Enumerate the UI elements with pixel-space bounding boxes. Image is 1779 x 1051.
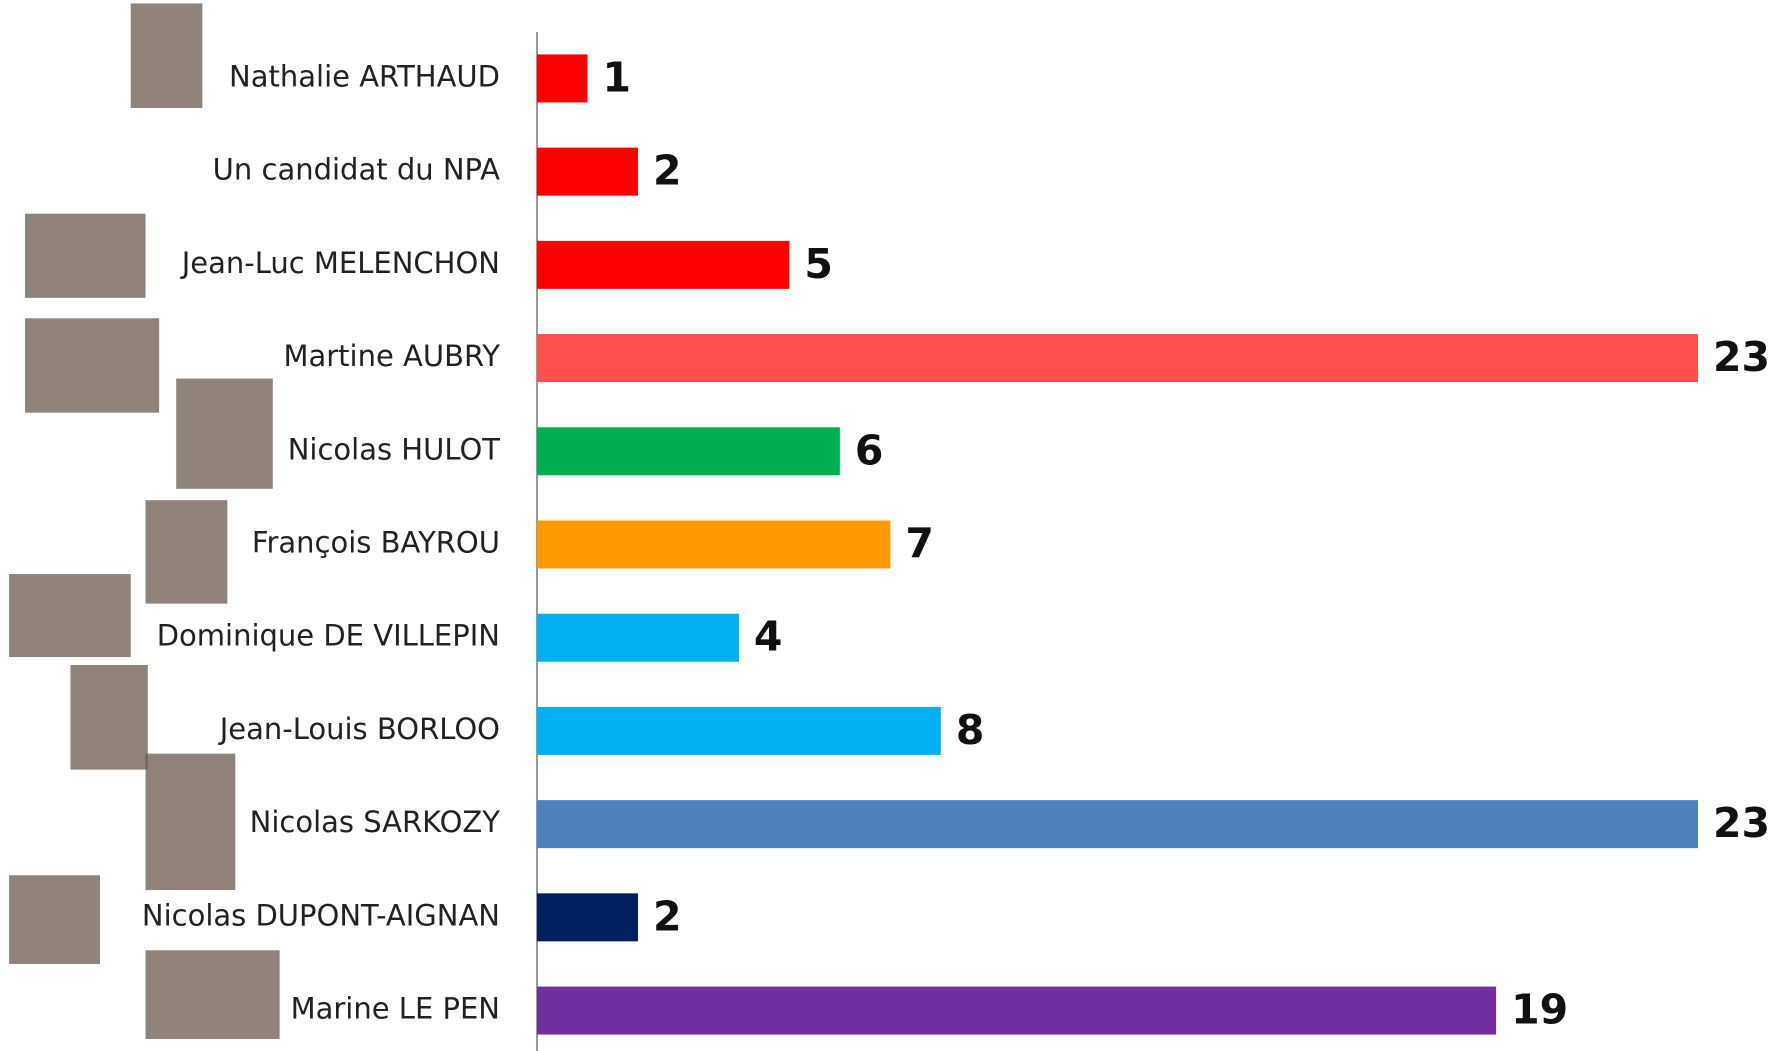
category-label: François BAYROU	[252, 525, 500, 559]
category-label: Nicolas DUPONT-AIGNAN	[142, 898, 500, 932]
value-label: 8	[956, 706, 985, 754]
bar	[537, 893, 638, 942]
value-label: 5	[804, 240, 833, 288]
candidate-photo	[145, 500, 228, 604]
bar	[537, 520, 891, 569]
candidate-photo	[9, 875, 101, 964]
value-label: 1	[602, 53, 631, 101]
candidate-photo	[145, 950, 280, 1039]
bar	[537, 54, 588, 103]
category-label: Nathalie ARTHAUD	[229, 59, 500, 93]
candidate-photo	[176, 378, 273, 489]
candidate-photo	[25, 213, 146, 298]
category-label: Marine LE PEN	[291, 992, 500, 1026]
candidate-photo	[25, 318, 160, 413]
category-label: Nicolas HULOT	[288, 432, 501, 466]
category-label: Jean-Luc MELENCHON	[180, 246, 500, 280]
bar	[537, 613, 739, 662]
value-label: 23	[1713, 333, 1770, 381]
candidate-photo	[145, 753, 236, 891]
bar	[537, 986, 1497, 1035]
category-label: Dominique DE VILLEPIN	[157, 619, 500, 653]
bar	[537, 240, 790, 289]
category-label: Jean-Louis BORLOO	[218, 712, 500, 746]
category-label: Martine AUBRY	[283, 339, 500, 373]
bar	[537, 427, 840, 476]
category-label: Nicolas SARKOZY	[250, 805, 501, 839]
value-label: 23	[1713, 799, 1770, 847]
value-label: 6	[855, 426, 884, 474]
candidate-photo	[130, 3, 203, 108]
bar	[537, 147, 638, 196]
bar	[537, 706, 941, 755]
value-label: 2	[653, 147, 682, 195]
value-label: 7	[905, 519, 934, 567]
candidate-photo	[70, 664, 148, 770]
candidate-photo	[9, 574, 131, 658]
bar	[537, 800, 1698, 849]
category-label: Un candidat du NPA	[213, 153, 500, 187]
value-label: 4	[754, 613, 783, 661]
value-label: 19	[1511, 986, 1568, 1034]
bar	[537, 334, 1698, 383]
value-label: 2	[653, 892, 682, 940]
